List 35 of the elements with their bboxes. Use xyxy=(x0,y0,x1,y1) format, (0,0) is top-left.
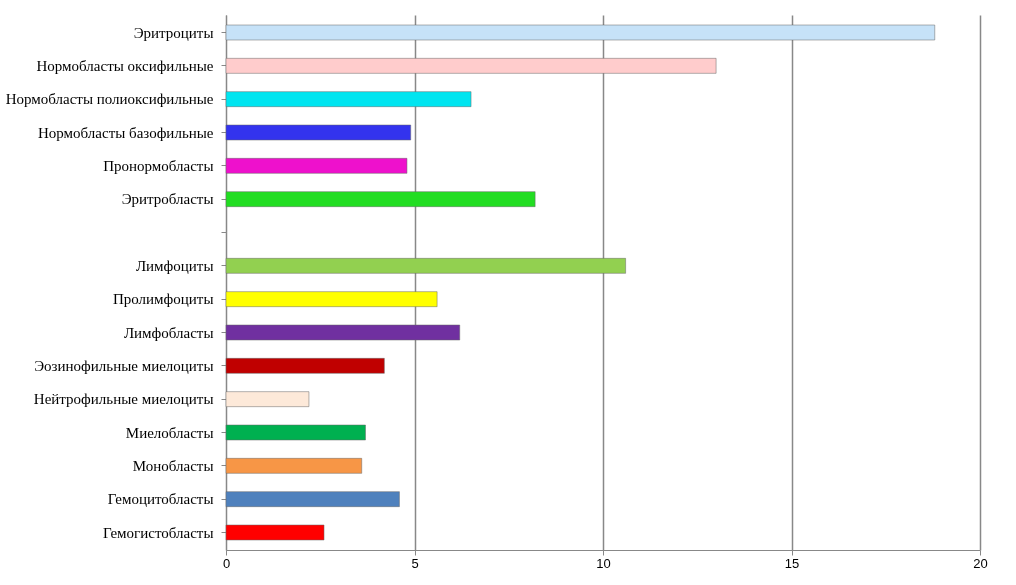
y-tick-label: Эритробласты xyxy=(121,191,214,208)
bar xyxy=(225,124,411,141)
bar xyxy=(225,491,400,507)
x-tick-label: 20 xyxy=(973,555,988,571)
bar xyxy=(225,391,310,407)
bar xyxy=(225,58,717,74)
y-tick-label: Пролимфоциты xyxy=(112,291,214,308)
y-tick-label: Гемогистобласты xyxy=(102,524,214,541)
bar xyxy=(225,291,438,307)
y-tick-label: Нормобласты базофильные xyxy=(37,124,214,141)
y-tick-label: Лимфобласты xyxy=(123,324,214,341)
x-tick-label: 5 xyxy=(411,555,419,571)
bar xyxy=(225,191,536,207)
bar xyxy=(225,24,936,41)
bar xyxy=(225,324,460,341)
y-tick-label: Нормобласты полиоксифильные xyxy=(5,91,214,108)
y-tick-label: Нормобласты оксифильные xyxy=(36,57,214,74)
bar xyxy=(225,258,626,274)
bar xyxy=(225,91,472,107)
y-tick-label: Гемоцитобласты xyxy=(107,491,214,508)
x-tick-label: 10 xyxy=(596,555,611,571)
y-tick-label: Эозинофильные миелоциты xyxy=(34,357,214,374)
y-tick-label: Лимфоциты xyxy=(135,257,214,274)
y-tick-label: Монобласты xyxy=(132,457,214,474)
y-tick-label: Пронормобласты xyxy=(103,157,214,174)
y-tick-label: Нейтрофильные миелоциты xyxy=(33,391,214,408)
x-tick-label: 0 xyxy=(222,555,231,571)
x-tick-label: 15 xyxy=(784,555,800,571)
bar xyxy=(225,458,362,474)
y-tick-label: Миелобласты xyxy=(125,424,214,441)
bar xyxy=(225,424,366,441)
bar xyxy=(225,358,385,374)
y-tick-label: Эритроциты xyxy=(133,24,214,41)
bar xyxy=(225,158,408,174)
bar xyxy=(225,524,325,541)
